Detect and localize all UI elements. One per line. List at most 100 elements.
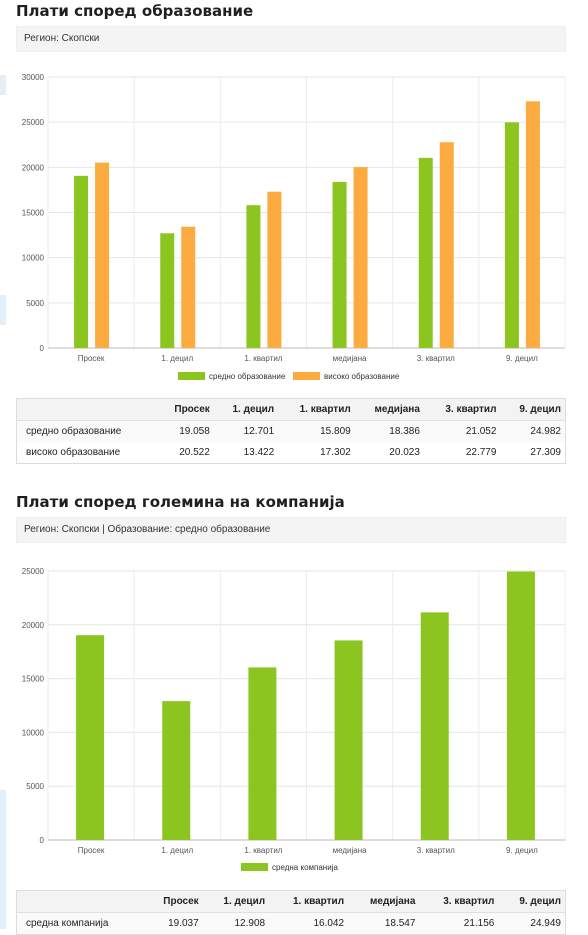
y-tick-label: 0 [40,344,45,353]
table-cell: 12.701 [213,420,279,442]
table-company-wrapper: Просек 1. децил 1. квартил медијана 3. кварт… [16,890,566,935]
table-cell: 18.386 [354,420,424,442]
column-header [16,890,145,913]
x-tick-label: 1. квартил [244,846,282,855]
section-salary-by-company-size: Плати според големина на компанија Регио… [16,491,566,543]
section-title: Плати според големина на компанија [16,493,345,511]
table-cell: 13.422 [243,447,275,458]
column-header: медијана [348,890,420,913]
column-header [16,398,158,421]
y-tick-label: 15000 [22,675,45,684]
chart-company-size: 0 5000 10000 15000 20000 25000 Просек 1. децил 1… [22,567,566,872]
x-tick-label: Просек [78,846,105,855]
legend-label: средно образование [209,372,286,381]
section-salary-by-education: Плати според образование Регион: Скопски [16,0,566,52]
y-tick-label: 20000 [22,621,45,630]
bar [160,233,175,348]
bar [420,612,449,840]
x-tick-label: 1. децил [161,846,193,855]
column-header: 9. децил [498,890,566,913]
table-row: средно образование 19.058 12.701 15.809 18.3… [16,420,566,442]
table-row: високо образование 20.522 13.422 17.302 20.0… [17,442,566,464]
legend: средно образование високо образование [178,372,400,381]
filter-bar: Регион: Скопски | Образование: средно об… [16,517,566,543]
table-header-row: Просек 1. децил 1. квартил медијана 3. кварт… [16,890,566,913]
left-decoration [0,295,6,325]
bar [246,205,261,348]
bar [162,701,191,840]
table-cell: 16.042 [269,912,349,935]
bar [248,667,277,840]
row-label: средно образование [16,420,158,442]
table-cell: 17.302 [320,447,351,458]
column-header: 9. децил [500,398,566,421]
x-tick-label: 9. децил [506,846,538,855]
bar [267,191,282,348]
data-table-company: Просек 1. децил 1. квартил медијана 3. кварт… [16,890,566,935]
legend: средна компанија [241,863,338,872]
bar [525,101,540,348]
column-header: 1. децил [213,398,279,421]
column-header: 3. квартил [419,890,499,913]
bar [95,162,110,348]
bar [334,640,363,840]
table-education-wrapper: Просек 1. децил 1. квартил медијана 3. кварт… [16,398,566,464]
left-decoration [0,790,6,929]
bar [76,635,105,840]
column-header: Просек [157,398,214,421]
bar [506,571,535,840]
y-tick-label: 20000 [22,163,45,172]
y-tick-label: 10000 [22,254,45,263]
x-tick-label: 3. квартил [417,354,455,363]
left-decoration [0,75,6,95]
table-cell: 24.949 [498,912,566,935]
legend-label: високо образование [324,372,400,381]
column-header: 1. квартил [269,890,349,913]
y-tick-label: 0 [40,836,45,845]
table-cell: 21.052 [423,420,501,442]
table-cell: 19.058 [157,420,214,442]
legend-swatch [241,863,268,871]
bar [181,226,196,348]
section-title: Плати според образование [16,2,254,20]
table-header-row: Просек 1. децил 1. квартил медијана 3. кварт… [16,398,566,421]
table-cell: 12.908 [202,912,270,935]
x-tick-label: Просек [78,354,105,363]
row-label: средна компанија [16,912,145,935]
bar [332,181,347,348]
column-header: медијана [354,398,424,421]
bar [504,122,519,348]
table-cell: 18.547 [348,912,420,935]
y-tick-label: 10000 [22,728,45,737]
legend-label: средна компанија [272,863,338,872]
column-header: 1. квартил [278,398,355,421]
bar [353,167,368,348]
column-header: 1. децил [202,890,270,913]
table-cell: 15.809 [278,420,355,442]
table-cell: 24.982 [500,420,566,442]
bar [418,157,433,348]
table-row: средна компанија 19.037 12.908 16.042 18.547… [16,912,566,935]
y-tick-label: 5000 [26,299,44,308]
x-tick-label: 1. децил [161,354,193,363]
x-tick-label: 3. квартил [417,846,455,855]
y-tick-label: 5000 [26,782,44,791]
y-tick-label: 25000 [22,118,45,127]
column-header: Просек [144,890,203,913]
bar [439,142,454,348]
x-tick-label: 1. квартил [244,354,282,363]
table-cell: 22.779 [465,447,497,458]
x-tick-label: медијана [333,354,368,363]
filter-bar: Регион: Скопски [16,26,566,52]
y-tick-label: 25000 [22,567,45,576]
row-label: високо образование [26,447,121,458]
y-tick-label: 15000 [22,209,45,218]
chart-education: 0 5000 10000 15000 20000 25000 30000 Просек 1. д… [22,73,566,381]
table-cell: 20.522 [179,447,210,458]
column-header: 3. квартил [423,398,501,421]
bar [74,175,89,348]
x-tick-label: медијана [333,846,368,855]
table-cell: 20.023 [389,447,420,458]
x-tick-label: 9. децил [506,354,538,363]
legend-swatch [293,372,320,380]
